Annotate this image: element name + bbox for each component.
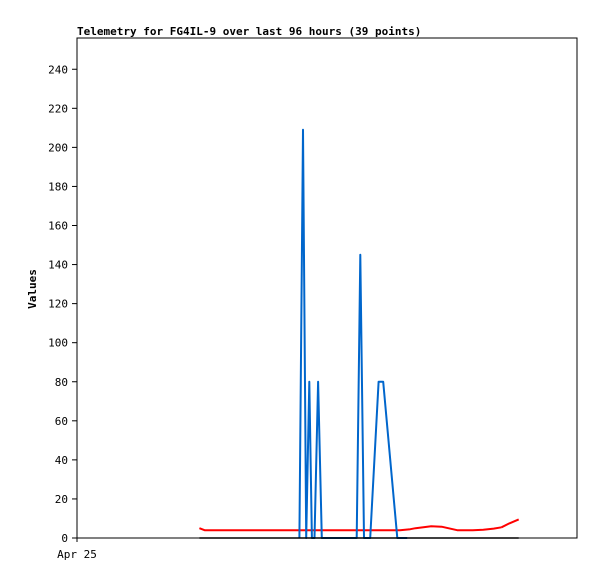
series-lines: [199, 128, 520, 539]
series-line-3: [298, 128, 408, 539]
y-tick-label: 20: [55, 493, 68, 506]
y-tick-label: 180: [48, 180, 68, 193]
y-tick-label: 80: [55, 376, 68, 389]
plot-area: [76, 37, 578, 539]
y-axis-label: Values: [26, 269, 39, 309]
x-tick-label: Apr 25: [57, 548, 97, 561]
y-tick-label: 120: [48, 298, 68, 311]
y-axis: 0 20 40 60 80 100 120 140 160 180 200 220 240: [48, 63, 77, 545]
chart-title: Telemetry for FG4IL-9 over last 96 hours…: [77, 25, 421, 38]
y-tick-label: 100: [48, 337, 68, 350]
y-tick-label: 40: [55, 454, 68, 467]
y-tick-label: 220: [48, 102, 68, 115]
y-tick-label: 160: [48, 220, 68, 233]
y-tick-label: 140: [48, 259, 68, 272]
y-tick-label: 200: [48, 141, 68, 154]
series-line-1: [199, 525, 502, 532]
y-tick-label: 0: [61, 532, 68, 545]
x-axis: Apr 25: [57, 538, 97, 561]
y-tick-label: 60: [55, 415, 68, 428]
series-line-2: [501, 518, 520, 529]
y-tick-label: 240: [48, 63, 68, 76]
